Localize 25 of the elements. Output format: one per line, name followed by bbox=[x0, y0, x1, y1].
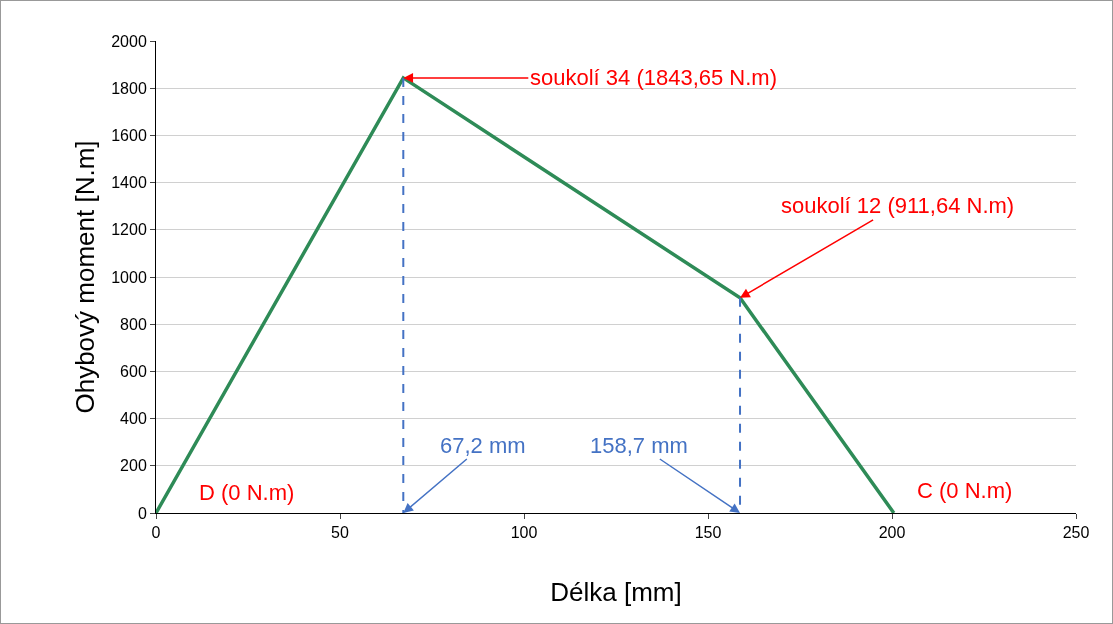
y-tick-label: 0 bbox=[137, 504, 147, 522]
x-tick-label: 100 bbox=[510, 524, 538, 542]
annotation: 67,2 mm bbox=[440, 433, 526, 458]
y-tick-label: 1200 bbox=[111, 221, 147, 239]
y-tick-label: 1800 bbox=[111, 79, 147, 97]
y-tick-label: 1600 bbox=[111, 127, 147, 144]
y-tick-label: 1400 bbox=[111, 174, 147, 192]
x-axis-title: Délka [mm] bbox=[550, 577, 682, 607]
x-tick-label: 250 bbox=[1062, 524, 1090, 542]
x-tick-label: 150 bbox=[694, 524, 722, 542]
annotation: 158,7 mm bbox=[590, 433, 688, 458]
x-tick-label: 0 bbox=[151, 524, 161, 542]
annotation: D (0 N.m) bbox=[199, 480, 295, 505]
y-tick-label: 400 bbox=[120, 410, 147, 428]
annotation: soukolí 12 (911,64 N.m) bbox=[781, 193, 1015, 218]
x-tick-label: 200 bbox=[878, 524, 906, 542]
y-tick-label: 800 bbox=[120, 315, 147, 333]
y-axis-title: Ohybový moment [N.m] bbox=[70, 140, 100, 414]
y-tick-label: 200 bbox=[120, 457, 147, 475]
y-tick-label: 1000 bbox=[111, 268, 147, 286]
annotation: C (0 N.m) bbox=[917, 478, 1013, 503]
y-tick-label: 2000 bbox=[111, 32, 147, 50]
x-tick-label: 50 bbox=[331, 524, 349, 542]
y-tick-label: 600 bbox=[120, 363, 147, 380]
annotation: soukolí 34 (1843,65 N.m) bbox=[530, 65, 778, 90]
